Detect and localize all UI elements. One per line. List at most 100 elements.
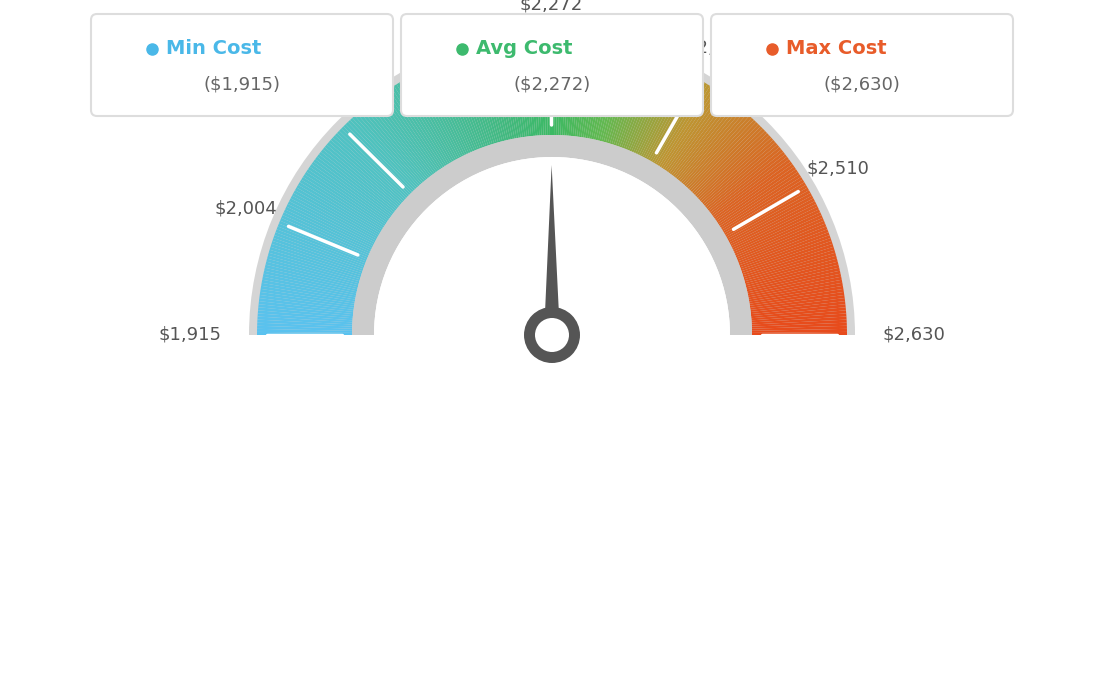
Wedge shape (435, 63, 475, 151)
Wedge shape (745, 262, 838, 287)
Wedge shape (348, 120, 415, 190)
Wedge shape (718, 169, 798, 224)
Wedge shape (562, 41, 571, 135)
Wedge shape (266, 259, 359, 285)
Wedge shape (270, 244, 362, 275)
Wedge shape (257, 323, 352, 328)
Wedge shape (729, 195, 814, 242)
Wedge shape (592, 46, 614, 139)
Wedge shape (744, 253, 836, 282)
Text: $2,004: $2,004 (214, 200, 277, 218)
Wedge shape (460, 54, 492, 145)
Wedge shape (440, 61, 478, 150)
Wedge shape (381, 92, 438, 172)
Wedge shape (666, 92, 723, 172)
Wedge shape (647, 75, 694, 160)
Wedge shape (614, 55, 646, 146)
Wedge shape (581, 43, 598, 137)
Wedge shape (583, 43, 602, 138)
Wedge shape (734, 215, 822, 255)
Wedge shape (341, 126, 411, 195)
Wedge shape (728, 193, 811, 241)
Wedge shape (329, 140, 402, 204)
Wedge shape (449, 57, 485, 148)
Polygon shape (544, 165, 560, 335)
Wedge shape (626, 61, 664, 150)
Wedge shape (641, 71, 686, 157)
Wedge shape (374, 157, 730, 335)
Wedge shape (283, 213, 370, 254)
Wedge shape (266, 262, 359, 287)
FancyBboxPatch shape (401, 14, 703, 116)
Wedge shape (743, 247, 835, 277)
Wedge shape (745, 259, 838, 285)
Wedge shape (325, 145, 400, 208)
Wedge shape (516, 42, 529, 137)
Wedge shape (424, 68, 467, 155)
Wedge shape (731, 204, 818, 248)
Wedge shape (263, 277, 355, 297)
Wedge shape (284, 209, 371, 252)
Wedge shape (379, 95, 436, 173)
Text: $1,915: $1,915 (158, 326, 221, 344)
Wedge shape (444, 59, 480, 149)
Wedge shape (742, 244, 834, 275)
Wedge shape (275, 232, 364, 267)
Wedge shape (533, 41, 542, 135)
Wedge shape (458, 55, 490, 146)
Wedge shape (464, 52, 495, 144)
Wedge shape (675, 102, 735, 178)
Wedge shape (681, 110, 745, 184)
Wedge shape (693, 126, 763, 195)
Wedge shape (616, 55, 649, 146)
Wedge shape (618, 57, 652, 147)
Text: ($2,630): ($2,630) (824, 76, 901, 94)
Wedge shape (734, 213, 821, 254)
Wedge shape (400, 81, 450, 164)
Wedge shape (272, 241, 362, 273)
Wedge shape (286, 204, 373, 248)
Wedge shape (418, 71, 463, 157)
Wedge shape (421, 70, 465, 156)
Wedge shape (629, 63, 669, 151)
Wedge shape (339, 128, 410, 197)
Wedge shape (709, 152, 785, 213)
Wedge shape (657, 84, 710, 166)
Wedge shape (737, 226, 827, 264)
Wedge shape (684, 114, 750, 186)
Wedge shape (302, 175, 384, 228)
Wedge shape (665, 91, 721, 170)
Wedge shape (308, 167, 388, 223)
Wedge shape (744, 256, 837, 283)
Wedge shape (257, 313, 352, 322)
Wedge shape (577, 42, 592, 137)
Wedge shape (261, 286, 354, 304)
Text: $2,630: $2,630 (883, 326, 946, 344)
Text: $2,510: $2,510 (807, 159, 870, 177)
Text: Min Cost: Min Cost (166, 39, 262, 58)
Wedge shape (751, 304, 846, 316)
Wedge shape (376, 97, 435, 175)
Wedge shape (587, 45, 607, 139)
Wedge shape (559, 40, 564, 135)
Wedge shape (359, 110, 423, 184)
Wedge shape (740, 235, 830, 269)
Wedge shape (509, 43, 524, 137)
Wedge shape (724, 185, 807, 235)
Wedge shape (315, 157, 393, 216)
Wedge shape (554, 40, 559, 135)
Wedge shape (257, 319, 352, 326)
Wedge shape (652, 79, 702, 163)
Wedge shape (679, 108, 742, 182)
Wedge shape (479, 48, 505, 141)
Wedge shape (389, 88, 443, 168)
Wedge shape (310, 164, 389, 221)
Wedge shape (500, 44, 519, 138)
Wedge shape (635, 67, 678, 154)
Wedge shape (752, 332, 847, 335)
Wedge shape (720, 175, 802, 228)
Wedge shape (596, 47, 619, 140)
Wedge shape (362, 108, 425, 182)
Wedge shape (619, 57, 655, 148)
Wedge shape (506, 43, 523, 137)
